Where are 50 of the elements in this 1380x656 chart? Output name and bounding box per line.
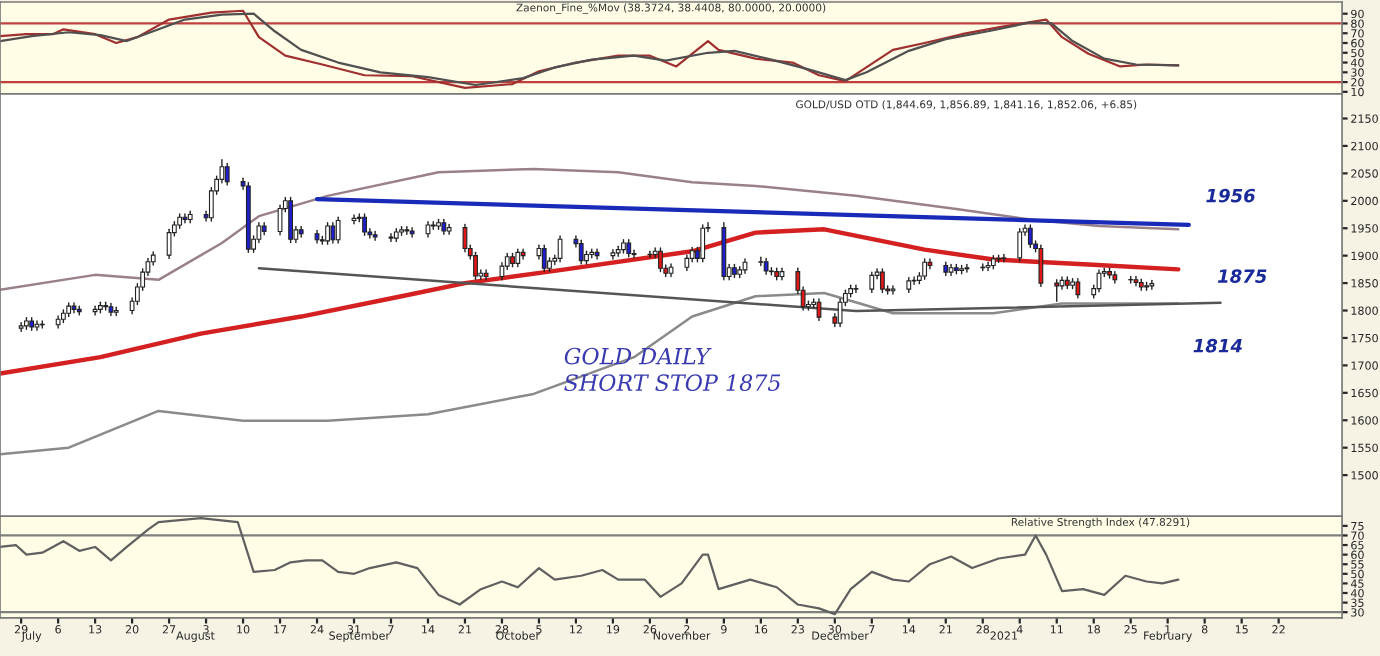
candlestick (541, 244, 547, 273)
candlestick (1027, 224, 1033, 249)
candlestick (224, 162, 230, 186)
candlestick (362, 213, 367, 237)
candlestick (964, 263, 970, 273)
candlestick (462, 223, 468, 253)
candlestick (879, 268, 885, 294)
candlestick (1038, 244, 1044, 288)
candlestick (298, 225, 304, 238)
candlestick (34, 320, 40, 331)
candlestick (700, 224, 706, 263)
candlestick (409, 226, 415, 238)
candlestick (166, 228, 172, 260)
candlestick (1075, 278, 1081, 299)
candlestick (758, 256, 764, 267)
candlestick (1001, 253, 1007, 263)
candlestick (837, 298, 843, 328)
candlestick (277, 204, 283, 236)
line-series (0, 167, 1180, 291)
annotation: GOLD DAILY SHORT STOP 1875 (564, 347, 781, 392)
candlestick (1149, 279, 1155, 290)
candlestick (1133, 275, 1139, 287)
candlestick (483, 269, 489, 281)
annotation: 1875 (1217, 269, 1267, 283)
candlestick (288, 196, 294, 244)
candlestick (330, 222, 336, 244)
annotation: 1956 (1206, 188, 1256, 203)
candlestick (610, 248, 616, 260)
candlestick (1096, 269, 1102, 293)
candlestick (922, 258, 928, 280)
candlestick (869, 271, 875, 294)
candlestick (985, 261, 991, 272)
candlestick (1017, 228, 1023, 262)
candlestick (890, 285, 896, 295)
candlestick (557, 235, 563, 263)
candlestick (351, 214, 357, 225)
candlestick (578, 239, 584, 265)
candlestick (816, 298, 822, 322)
candlestick (92, 305, 98, 316)
candlestick (927, 258, 933, 270)
annotation: 1814 (1193, 338, 1242, 353)
candlestick (325, 222, 330, 245)
candlestick (911, 276, 917, 285)
candlestick (18, 321, 24, 333)
candlestick (335, 216, 341, 244)
candlestick (1054, 279, 1060, 302)
line-series (0, 291, 1180, 456)
candlestick (658, 247, 663, 273)
line-series (0, 227, 1181, 376)
candlestick (473, 251, 478, 280)
